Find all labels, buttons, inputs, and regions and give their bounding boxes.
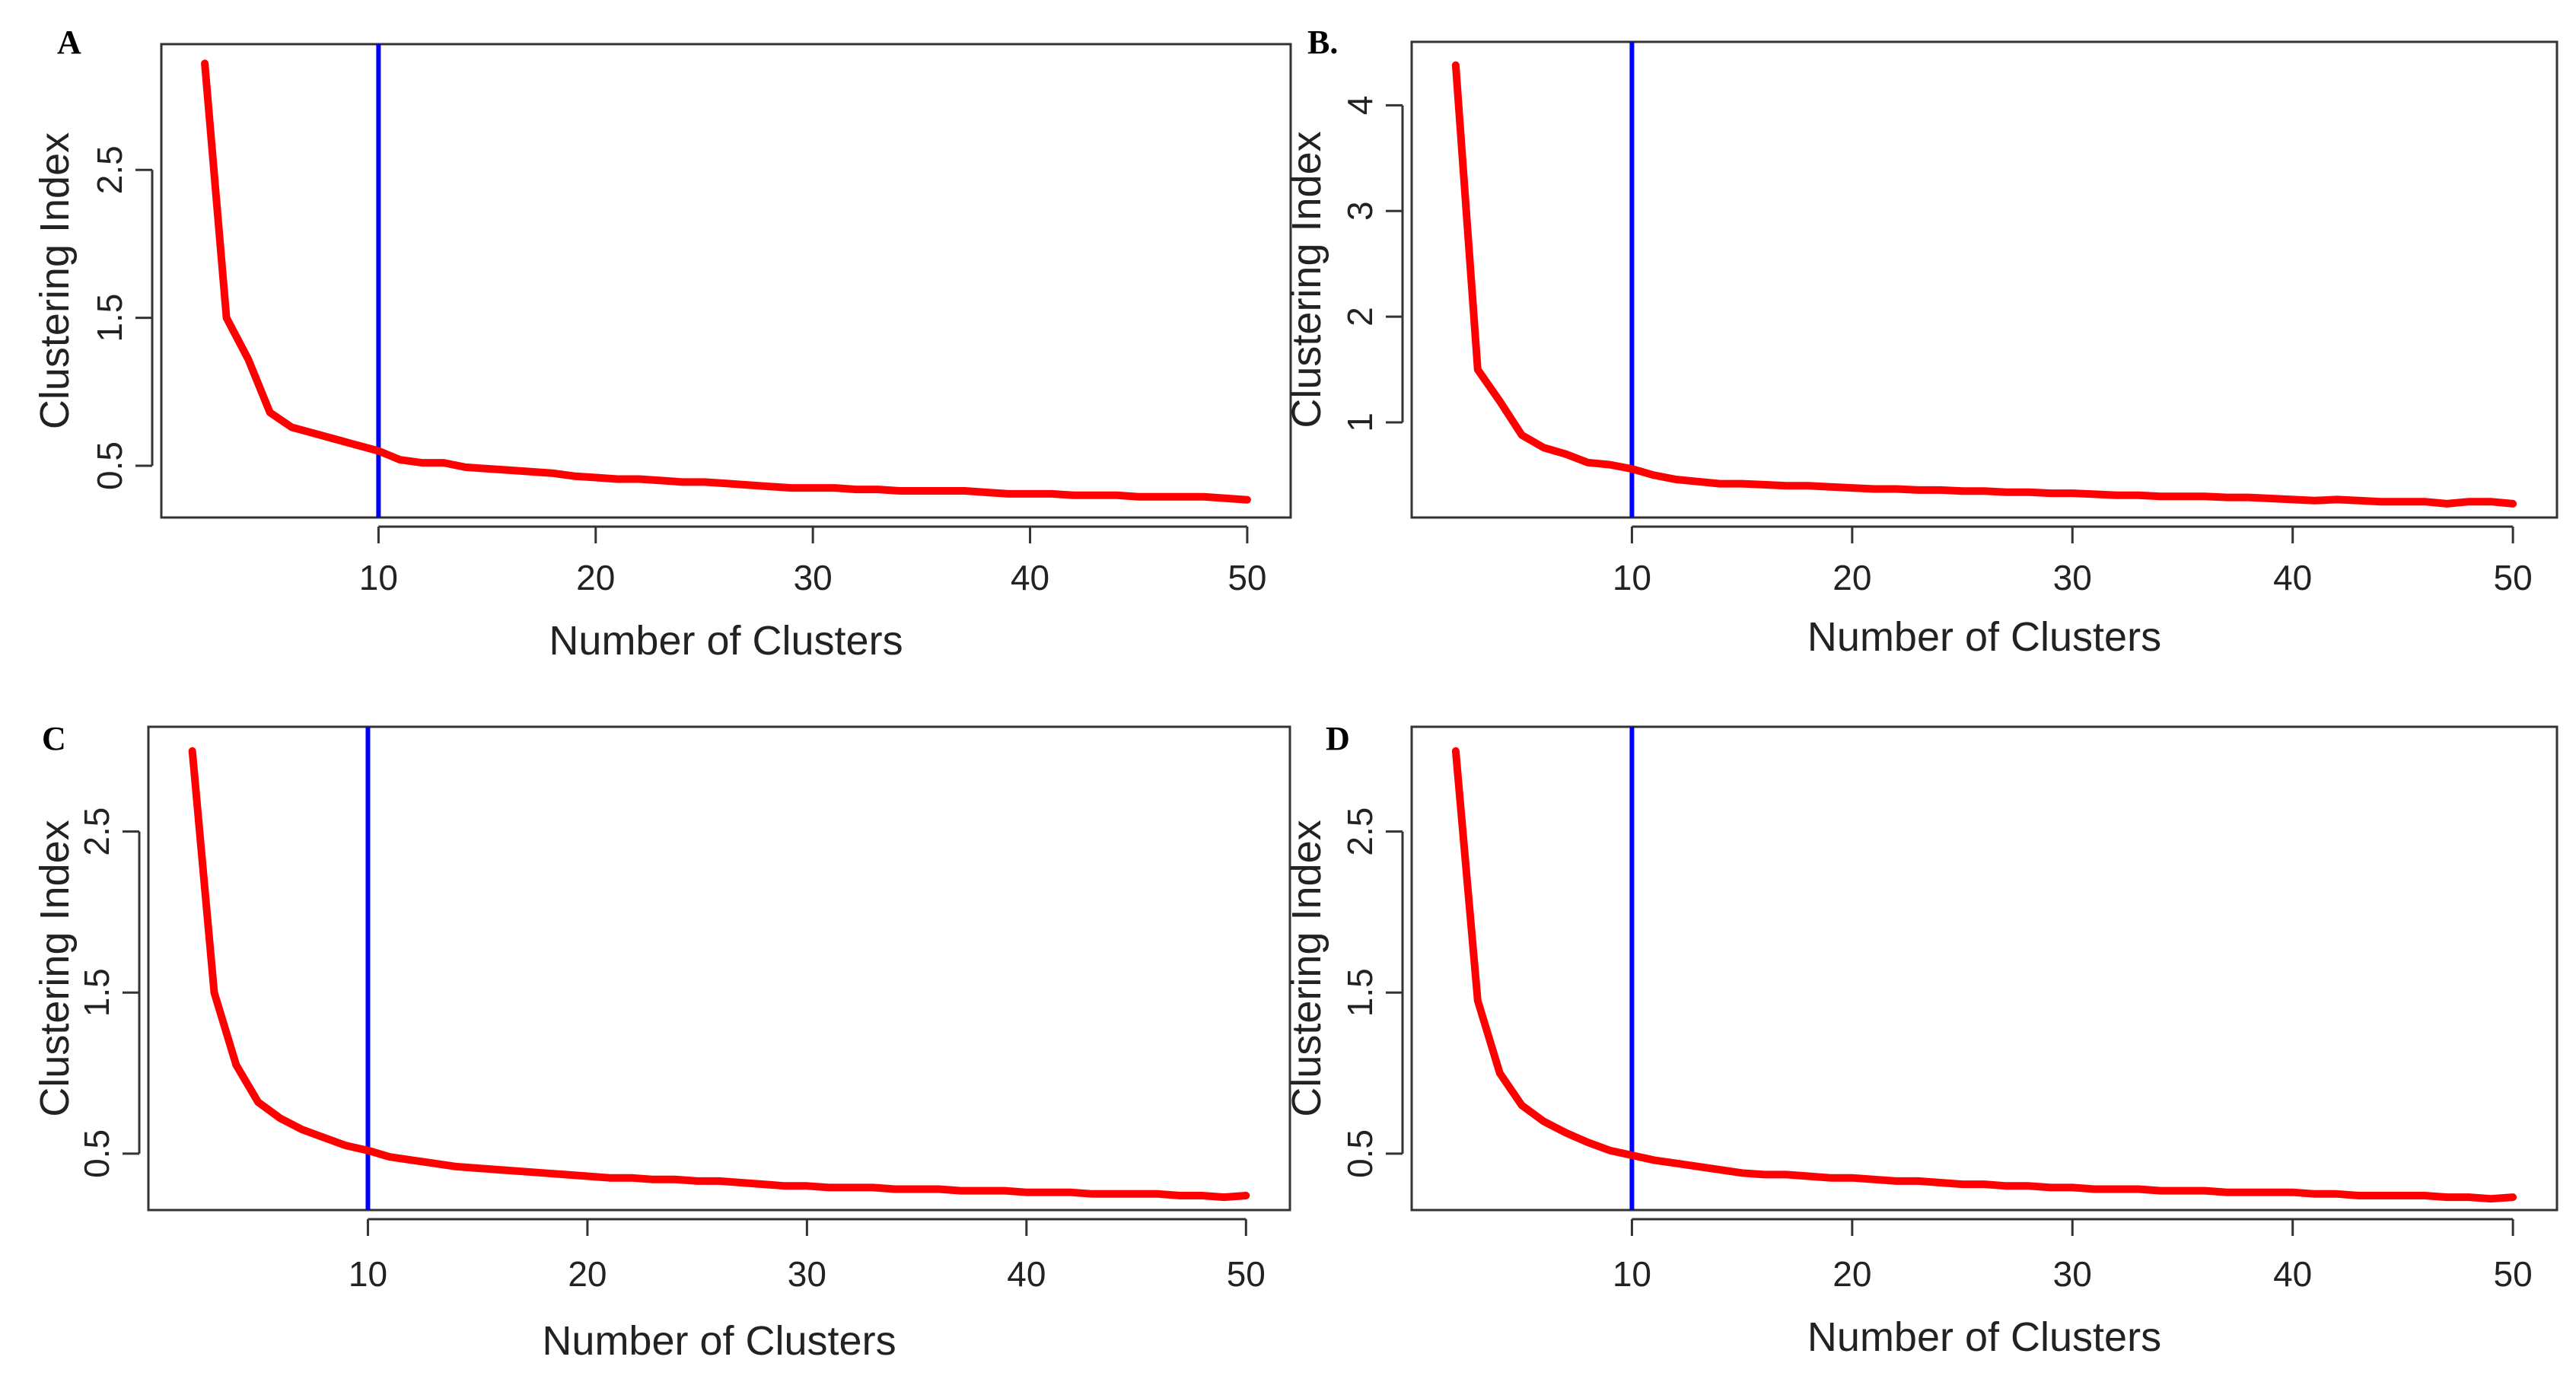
y-tick-label: 0.5 — [90, 441, 129, 490]
plot-frame — [1410, 725, 2558, 1212]
chart-panel-c: C 10 20 30 40 50 0.5 1.5 2.5 Number of Clusters Cl… — [32, 720, 1291, 1364]
series-line — [201, 59, 1251, 504]
y-axis-title: Clustering Index — [1284, 820, 1329, 1116]
y-tick-label: 2 — [1340, 307, 1380, 326]
plot-frame — [147, 725, 1291, 1212]
panel-label: B. — [1307, 24, 1338, 61]
series-line — [188, 747, 1250, 1202]
x-tick-label: 30 — [2053, 558, 2092, 597]
series-line — [1451, 747, 2517, 1203]
x-axis-title: Number of Clusters — [1807, 1314, 2161, 1360]
x-tick-label: 10 — [1613, 1254, 1651, 1294]
y-tick-label: 1.5 — [1340, 968, 1380, 1017]
y-axis-title: Clustering Index — [32, 132, 78, 429]
y-tick-label: 3 — [1340, 201, 1380, 221]
x-tick-label: 20 — [576, 558, 615, 597]
x-tick-label: 20 — [568, 1254, 607, 1294]
x-tick-label: 10 — [349, 1254, 387, 1294]
x-axis-title: Number of Clusters — [549, 618, 903, 664]
y-tick-label: 4 — [1340, 96, 1380, 116]
x-axis-title: Number of Clusters — [1807, 614, 2161, 660]
y-tick-label: 0.5 — [1340, 1129, 1380, 1178]
x-tick-label: 50 — [1228, 558, 1266, 597]
y-tick-label: 2.5 — [77, 807, 116, 856]
y-tick-label: 2.5 — [90, 145, 129, 194]
x-tick-label: 10 — [1613, 558, 1651, 597]
y-tick-label: 1.5 — [90, 294, 129, 342]
x-tick-label: 50 — [2494, 558, 2533, 597]
y-axis-title: Clustering Index — [1284, 131, 1329, 428]
y-tick-label: 1 — [1340, 412, 1380, 432]
x-tick-label: 40 — [1007, 1254, 1046, 1294]
x-tick-label: 50 — [2494, 1254, 2533, 1294]
x-tick-label: 40 — [2273, 1254, 2312, 1294]
x-tick-label: 50 — [1227, 1254, 1266, 1294]
panel-label: C — [42, 720, 66, 757]
chart-panel-b: B. 10 20 30 40 50 1 2 3 4 Number of Clusters Cluste… — [1284, 24, 2558, 660]
plot-frame — [160, 43, 1292, 519]
x-tick-label: 20 — [1832, 558, 1871, 597]
panel-label: A — [57, 24, 81, 61]
panel-label: D — [1326, 720, 1350, 757]
y-tick-label: 2.5 — [1340, 807, 1380, 856]
x-tick-label: 40 — [1011, 558, 1049, 597]
chart-panel-a: A 10 20 30 40 50 0.5 1.5 2.5 Number of Clusters Cl… — [32, 24, 1292, 664]
x-tick-label: 10 — [359, 558, 398, 597]
y-tick-label: 1.5 — [77, 968, 116, 1017]
x-tick-label: 30 — [2053, 1254, 2092, 1294]
x-tick-label: 20 — [1832, 1254, 1871, 1294]
x-tick-label: 30 — [788, 1254, 826, 1294]
x-tick-label: 40 — [2273, 558, 2312, 597]
y-axis-title: Clustering Index — [32, 820, 78, 1116]
plot-frame — [1410, 40, 2558, 519]
x-tick-label: 30 — [794, 558, 833, 597]
y-tick-label: 0.5 — [77, 1129, 116, 1178]
x-axis-title: Number of Clusters — [542, 1318, 896, 1364]
chart-panel-d: D 10 20 30 40 50 0.5 1.5 2.5 Number of Clusters Cl… — [1284, 720, 2558, 1360]
series-line — [1451, 61, 2517, 508]
